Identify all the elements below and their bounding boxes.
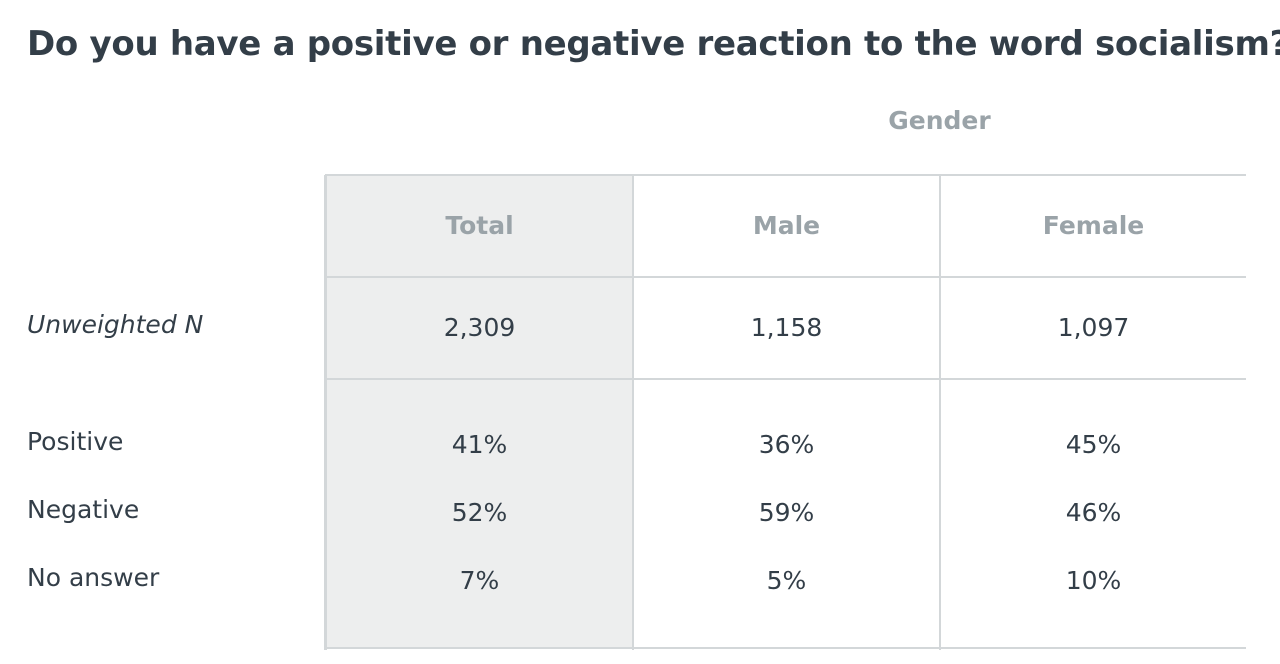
table-border (325, 378, 1246, 380)
table-border (325, 647, 1246, 649)
cell: 52% (451, 498, 508, 527)
cell: 46% (1065, 498, 1122, 527)
table-border (324, 175, 327, 650)
row-label: Unweighted N (27, 310, 204, 339)
cell: 10% (1065, 566, 1122, 595)
column-header: Male (752, 211, 821, 240)
cell: 1,097 (1057, 313, 1130, 342)
cell: 45% (1065, 430, 1122, 459)
cell: 36% (758, 430, 815, 459)
table-border (939, 175, 941, 650)
cell: 5% (766, 566, 807, 595)
cell: 1,158 (750, 313, 823, 342)
column-header: Female (1042, 211, 1145, 240)
group-header: Gender (888, 106, 991, 135)
cell: 41% (451, 430, 508, 459)
title: Do you have a positive or negative react… (27, 24, 1280, 64)
row-label: Positive (27, 427, 124, 456)
row-label: Negative (27, 495, 140, 524)
table-border (325, 276, 1246, 278)
column-header: Total (445, 211, 514, 240)
table-border (632, 175, 634, 650)
row-label: No answer (27, 563, 160, 592)
cell: 2,309 (443, 313, 516, 342)
cell: 59% (758, 498, 815, 527)
table-border (325, 174, 1246, 176)
total-column-background (325, 175, 633, 648)
cell: 7% (459, 566, 500, 595)
